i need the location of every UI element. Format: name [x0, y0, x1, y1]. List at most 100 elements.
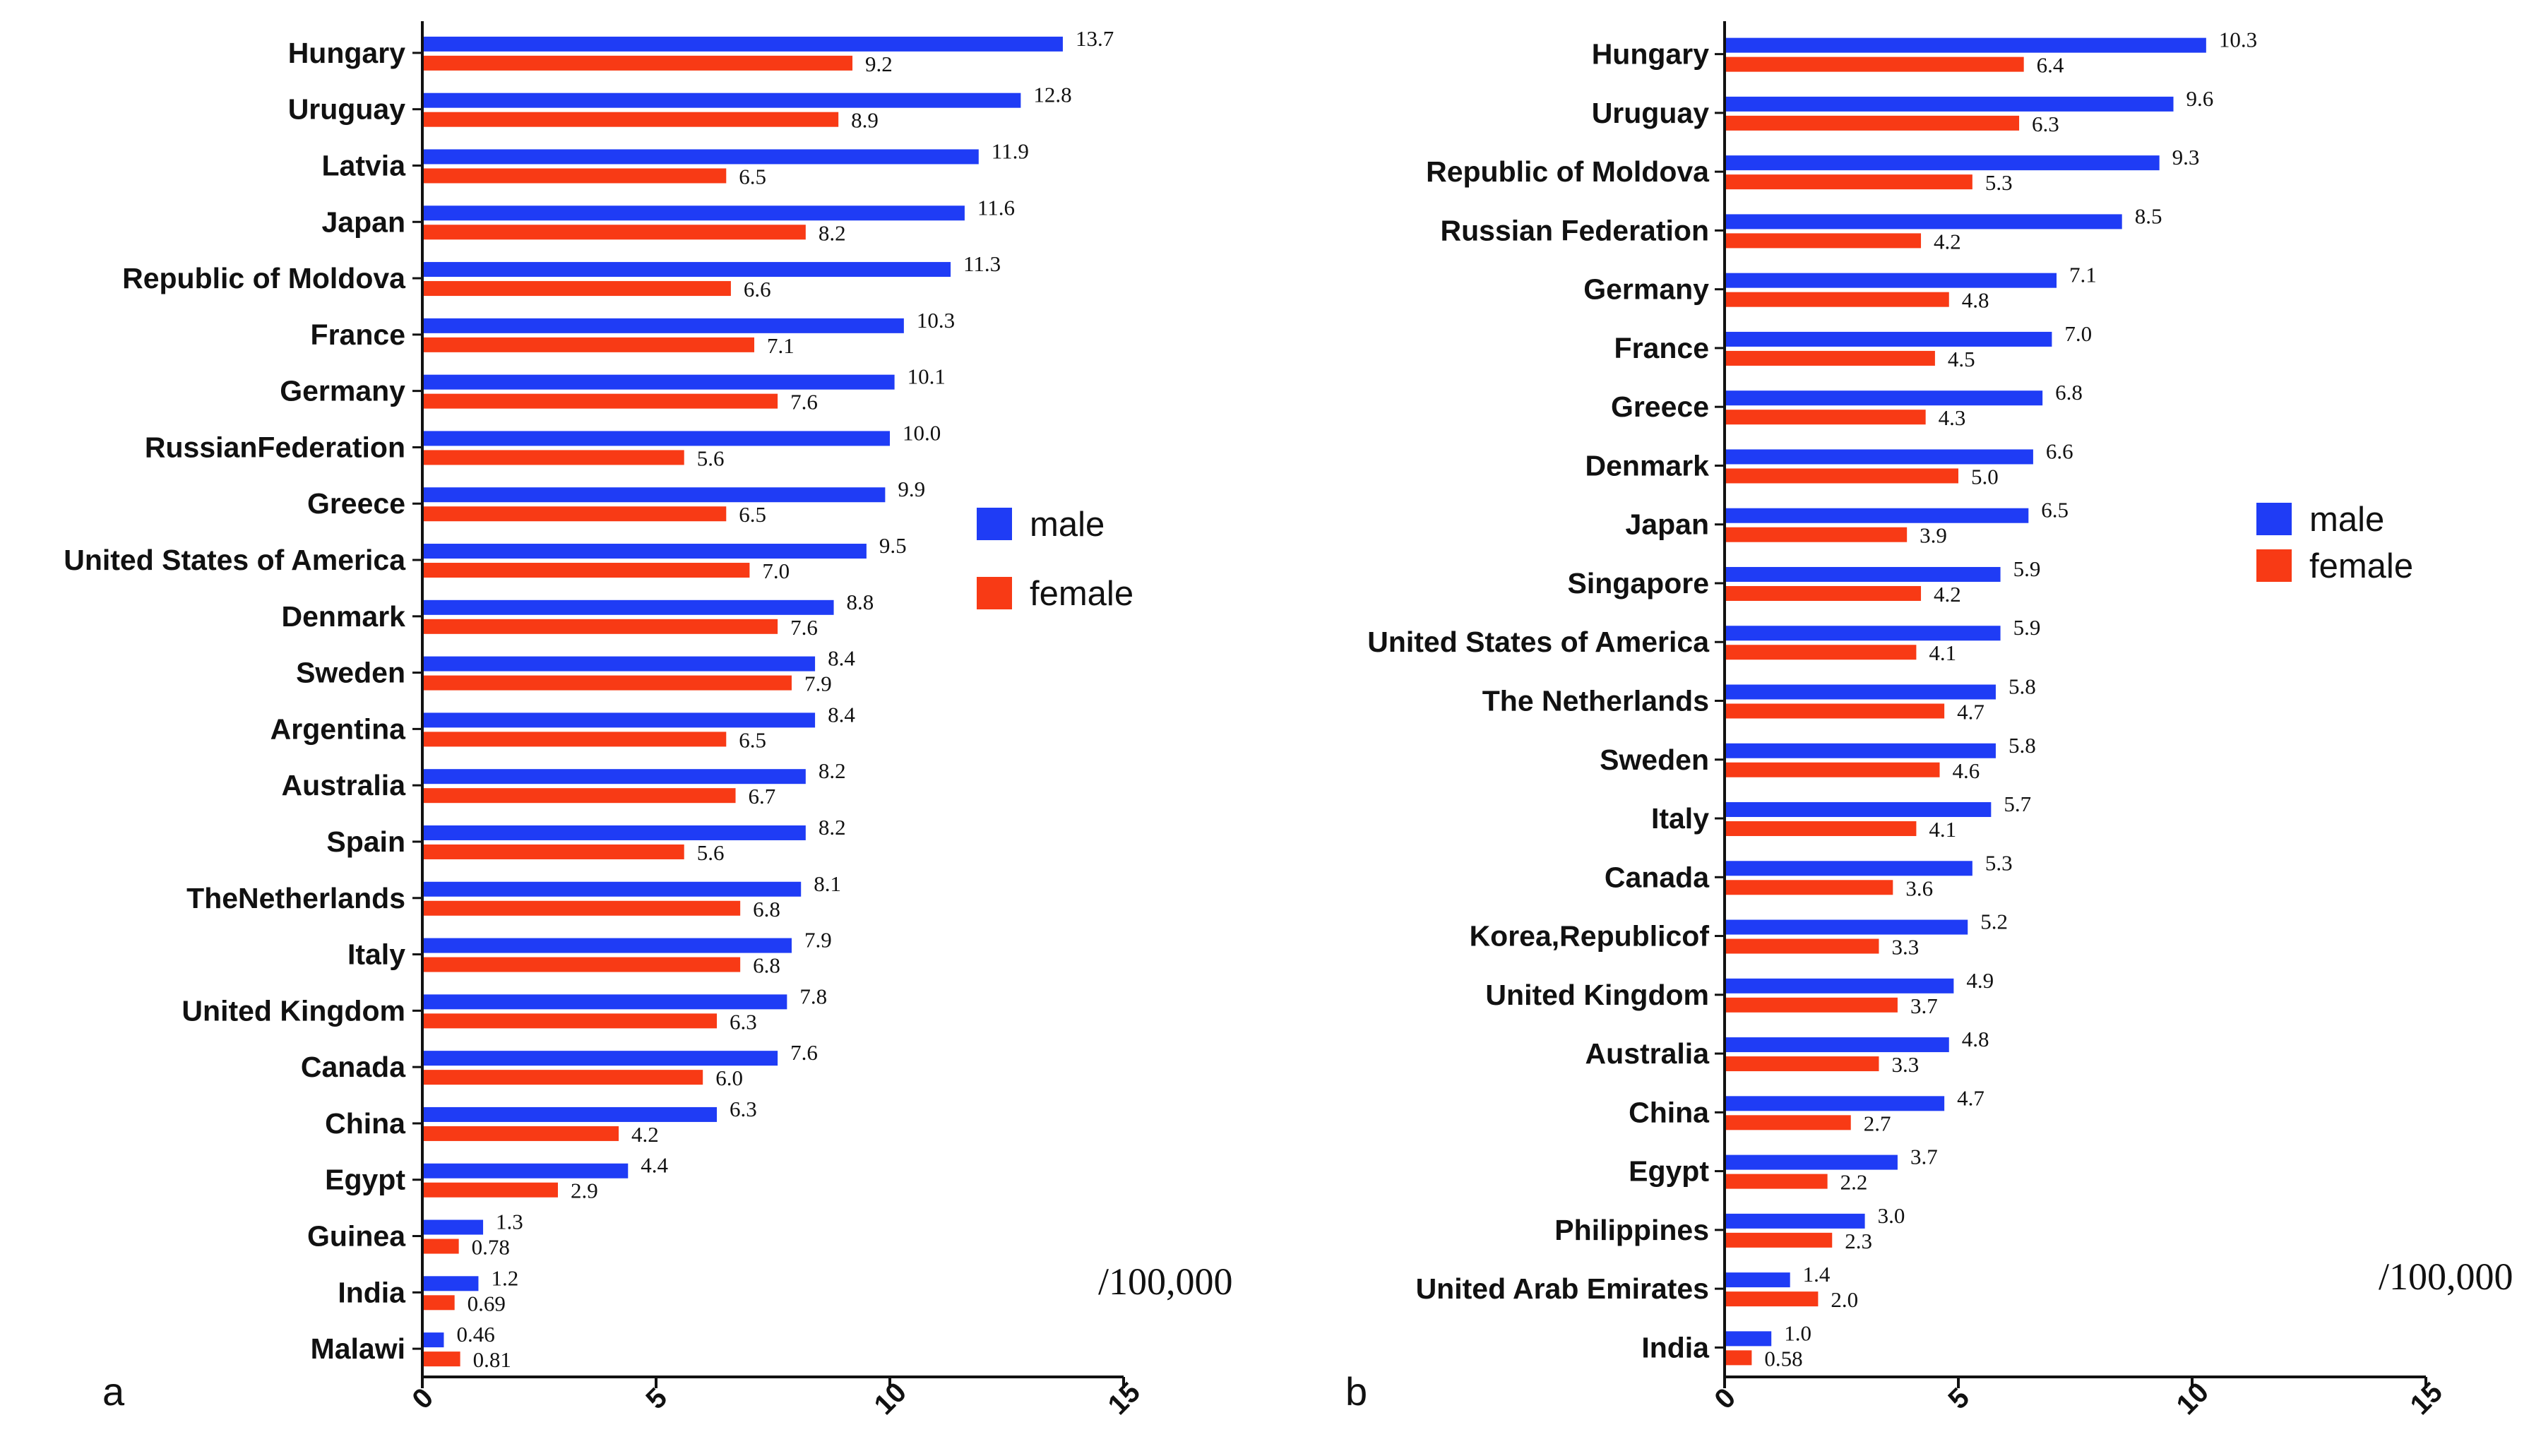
value-label-female: 0.81: [473, 1347, 511, 1372]
bar-male: [1725, 1154, 1898, 1170]
value-label-male: 5.9: [2013, 556, 2041, 581]
category-label: France: [311, 318, 405, 351]
category-label: Latvia: [322, 149, 407, 181]
bar-male: [1725, 331, 2052, 347]
bar-female: [1725, 821, 1917, 837]
category-label: Italy: [1651, 802, 1709, 835]
bar-female: [1725, 527, 1908, 542]
bar-male: [422, 1332, 444, 1348]
category-row: India 1.00.58: [1641, 1320, 1811, 1371]
bar-male: [1725, 37, 2206, 53]
category-row: Malawi 0.460.81: [311, 1322, 511, 1372]
category-row: United Arab Emirates 1.42.0: [1416, 1262, 1859, 1312]
value-label-male: 3.0: [1878, 1203, 1905, 1228]
category-label: United States of America: [64, 544, 406, 576]
category-row: United Kingdom 4.9 3.7: [1485, 968, 1994, 1018]
value-label-female: 9.2: [865, 52, 893, 76]
category-row: Australia 4.8 3.3: [1585, 1027, 1989, 1077]
bar-male: [1725, 273, 2057, 288]
category-label: United Kingdom: [1485, 979, 1709, 1011]
category-label: Germany: [280, 375, 405, 407]
category-row: Denmark 8.8 7.6: [282, 590, 874, 640]
bar-male: [422, 374, 895, 390]
category-row: United Kingdom 7.8 6.3: [182, 984, 827, 1034]
bar-female: [1725, 350, 1935, 366]
value-label-male: 5.8: [2009, 733, 2036, 758]
bar-female: [422, 957, 741, 972]
bar-male: [422, 544, 867, 559]
value-label-female: 0.58: [1764, 1346, 1802, 1371]
value-label-female: 4.2: [1934, 229, 1961, 253]
value-label-female: 4.8: [1962, 288, 1989, 313]
category-row: Australia 8.2 6.7: [282, 758, 846, 808]
bar-female: [422, 112, 839, 127]
value-label-female: 3.9: [1920, 523, 1947, 548]
category-row: Germany 10.1 7.6: [280, 364, 946, 414]
category-row: China 4.7 2.7: [1629, 1085, 1984, 1135]
category-label: Malawi: [311, 1332, 405, 1365]
value-label-male: 0.46: [456, 1322, 494, 1347]
bar-female: [1725, 880, 1893, 895]
category-row: Guinea 1.30.78: [307, 1210, 523, 1260]
value-label-female: 4.2: [631, 1122, 659, 1147]
bar-male: [422, 318, 904, 333]
legend: male female: [977, 506, 1133, 613]
value-label-male: 9.3: [2172, 145, 2200, 169]
category-row: India 1.20.69: [338, 1265, 518, 1315]
value-label-female: 5.0: [1971, 464, 1999, 489]
category-label: Germany: [1583, 273, 1709, 306]
value-label-male: 10.1: [908, 364, 946, 389]
bar-female: [1725, 1056, 1879, 1072]
category-label: United Arab Emirates: [1416, 1272, 1709, 1305]
value-label-female: 6.0: [715, 1066, 743, 1090]
legend-label-female: female: [2309, 547, 2413, 585]
category-row: Philippines 3.02.3: [1554, 1203, 1905, 1253]
value-label-female: 6.8: [753, 897, 780, 921]
category-row: The Netherlands 5.8 4.7: [1482, 674, 2036, 724]
value-label-male: 3.7: [1910, 1145, 1938, 1169]
value-label-female: 2.9: [571, 1178, 598, 1203]
bar-female: [1725, 1174, 1828, 1189]
bar-female: [1725, 585, 1922, 601]
value-label-male: 1.3: [496, 1210, 523, 1234]
bar-male: [422, 149, 979, 165]
category-label: China: [325, 1107, 406, 1140]
bar-female: [422, 1070, 703, 1085]
panel-label: b: [1345, 1369, 1367, 1414]
bar-female: [1725, 468, 1958, 484]
bar-male: [1725, 684, 1996, 700]
category-label: United States of America: [1367, 626, 1710, 658]
value-label-female: 7.6: [790, 615, 818, 640]
value-label-male: 8.2: [819, 758, 846, 783]
bar-male: [1725, 1096, 1945, 1111]
category-row: Argentina 8.4 6.5: [270, 702, 856, 752]
value-label-male: 11.6: [977, 195, 1015, 220]
bar-male: [422, 487, 886, 503]
bar-male: [1725, 1037, 1949, 1053]
bar-male: [1725, 390, 2043, 406]
category-row: United States of America 9.5 7.0: [64, 533, 906, 583]
bar-male: [422, 205, 965, 221]
bar-female: [422, 900, 741, 916]
category-label: Denmark: [1585, 449, 1710, 482]
category-label: France: [1614, 332, 1709, 364]
category-row: Italy 7.9 6.8: [347, 928, 832, 978]
bar-male: [1725, 978, 1954, 993]
value-label-female: 7.1: [767, 333, 795, 358]
bar-male: [422, 1163, 629, 1178]
category-row: Japan 6.5 3.9: [1626, 498, 2069, 548]
value-label-female: 4.3: [1939, 405, 1966, 430]
category-label: Greece: [1611, 390, 1709, 423]
value-label-male: 9.9: [898, 477, 925, 501]
value-label-male: 1.4: [1803, 1262, 1831, 1287]
bar-female: [422, 55, 853, 71]
value-label-male: 5.7: [2004, 792, 2031, 816]
value-label-female: 6.7: [749, 784, 776, 808]
value-label-female: 2.3: [1845, 1229, 1872, 1253]
category-label: Japan: [322, 205, 406, 238]
value-label-female: 3.3: [1891, 1052, 1919, 1077]
bar-female: [422, 450, 684, 465]
category-row: France 7.0 4.5: [1614, 321, 2093, 371]
value-label-female: 2.2: [1840, 1170, 1868, 1195]
bar-male: [1725, 566, 2001, 582]
